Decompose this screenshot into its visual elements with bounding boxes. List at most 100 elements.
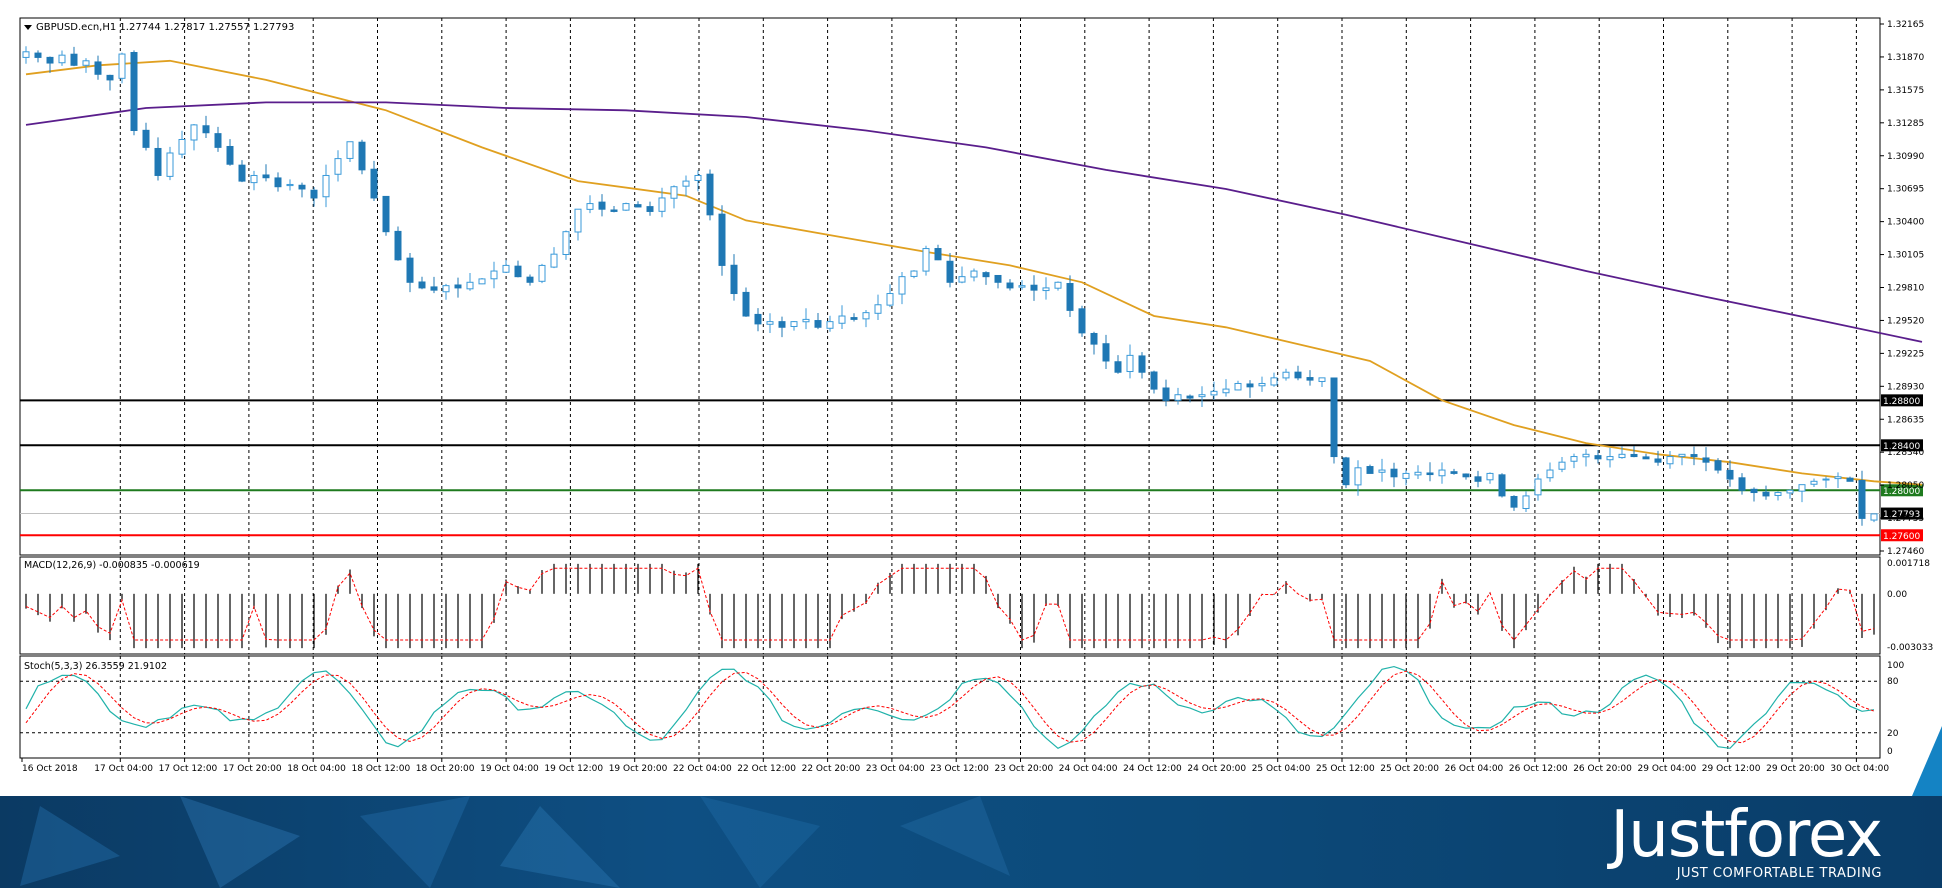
candle-body [46, 56, 54, 64]
candle-body [1090, 332, 1098, 345]
price-tick-label: 1.31575 [1887, 86, 1924, 96]
candle-body [562, 231, 570, 256]
candle-body [1174, 394, 1182, 401]
candle-body [526, 276, 534, 283]
stoch-scale-label: 80 [1887, 677, 1899, 687]
candle-body [1534, 478, 1542, 496]
level-label: 1.28800 [1883, 397, 1920, 407]
candle-body [814, 320, 822, 328]
candle-body [610, 209, 618, 212]
candle-body [274, 177, 282, 188]
candle-body [1798, 484, 1806, 492]
current-price-tag [1881, 507, 1923, 520]
candle-body [1774, 492, 1782, 496]
candle-body [1234, 382, 1242, 391]
candle-body [1582, 453, 1590, 458]
candle-body [1318, 377, 1326, 382]
candle-body [538, 264, 546, 282]
candle-body [1498, 474, 1506, 497]
candle-body [670, 186, 678, 199]
candle-body [454, 284, 462, 289]
candle-body [586, 203, 594, 210]
candle-body [898, 276, 906, 295]
level-tag [1881, 394, 1923, 407]
macd-label: MACD(12,26,9) -0.000835 -0.000619 [24, 560, 200, 571]
levels-layer: 1.28800 1.28400 1.28000 1.27600 1.27793 [20, 394, 1923, 542]
time-label: 23 Oct 20:00 [995, 764, 1054, 774]
time-label: 30 Oct 04:00 [1830, 764, 1889, 774]
candle-body [178, 138, 186, 155]
time-label: 16 Oct 2018 [22, 764, 78, 774]
candle-body [1258, 382, 1266, 387]
candle-body [106, 74, 114, 81]
candle-body [634, 204, 642, 208]
time-label: 29 Oct 12:00 [1702, 764, 1761, 774]
chevron-down-icon[interactable] [24, 25, 32, 30]
candle-body [1006, 282, 1014, 289]
candle-body [1870, 513, 1878, 521]
macd-scale-label: -0.003033 [1887, 643, 1933, 653]
corner-accent [1912, 726, 1942, 796]
candle-body [418, 281, 426, 289]
candle-body [82, 60, 90, 66]
candle-body [1030, 284, 1038, 291]
stoch-label: Stoch(5,3,3) 26.3559 21.9102 [24, 661, 167, 672]
candle-body [154, 147, 162, 176]
price-tick-label: 1.32165 [1887, 20, 1924, 30]
price-tick-label: 1.27460 [1887, 547, 1924, 557]
candle-body [1450, 471, 1458, 474]
candle-body [1078, 308, 1086, 334]
time-label: 17 Oct 20:00 [223, 764, 282, 774]
candle-body [850, 317, 858, 320]
candle-body [1042, 287, 1050, 292]
price-tick-label: 1.27755 [1887, 514, 1924, 524]
ma-slow-line [25, 101, 1923, 343]
stoch-scale-label: 100 [1887, 661, 1904, 671]
candle-body [286, 183, 294, 187]
candle-body [190, 124, 198, 141]
time-label: 17 Oct 04:00 [94, 764, 153, 774]
candle-body [1678, 453, 1686, 457]
candle-body [1666, 456, 1674, 465]
candle-body [310, 189, 318, 199]
time-label: 18 Oct 04:00 [287, 764, 346, 774]
candle-body [946, 260, 954, 283]
candle-body [1642, 456, 1650, 460]
price-tick-label: 1.29225 [1887, 349, 1924, 359]
level-tag [1881, 529, 1923, 542]
candle-body [22, 51, 30, 58]
candle-body [1210, 390, 1218, 396]
candle-body [238, 164, 246, 182]
candle-body [202, 125, 210, 134]
candle-body [94, 61, 102, 75]
level-tag [1881, 484, 1923, 497]
candle-body [550, 253, 558, 268]
candle-body [646, 206, 654, 212]
time-label: 29 Oct 20:00 [1766, 764, 1825, 774]
time-label: 22 Oct 04:00 [673, 764, 732, 774]
candle-body [1750, 488, 1758, 494]
candle-body [1714, 460, 1722, 471]
candle-body [1126, 354, 1134, 373]
candle-body [1618, 453, 1626, 459]
candle-body [1690, 454, 1698, 458]
candle-body [130, 52, 138, 131]
candle-body [1378, 469, 1386, 473]
price-tick-label: 1.29520 [1887, 316, 1924, 326]
candle-body [1594, 455, 1602, 460]
time-label: 26 Oct 04:00 [1445, 764, 1504, 774]
candle-body [118, 53, 126, 79]
candle-body [1270, 377, 1278, 386]
candle-body [1786, 489, 1794, 494]
candle-body [1834, 476, 1842, 480]
logo-tagline: JUST COMFORTABLE TRADING [1676, 866, 1882, 881]
candle-body [322, 174, 330, 198]
price-tick-label: 1.31870 [1887, 53, 1924, 63]
trading-chart: 1.28800 1.28400 1.28000 1.27600 1.27793 1.32… [19, 17, 1933, 774]
candle-body [34, 52, 42, 58]
candle-body [1186, 395, 1194, 399]
level-label: 1.28000 [1883, 487, 1920, 497]
candle-body [70, 53, 78, 66]
time-axis: 16 Oct 2018 17 Oct 04:00 17 Oct 12:00 17 Oc… [21, 758, 1889, 774]
time-label: 19 Oct 12:00 [544, 764, 603, 774]
